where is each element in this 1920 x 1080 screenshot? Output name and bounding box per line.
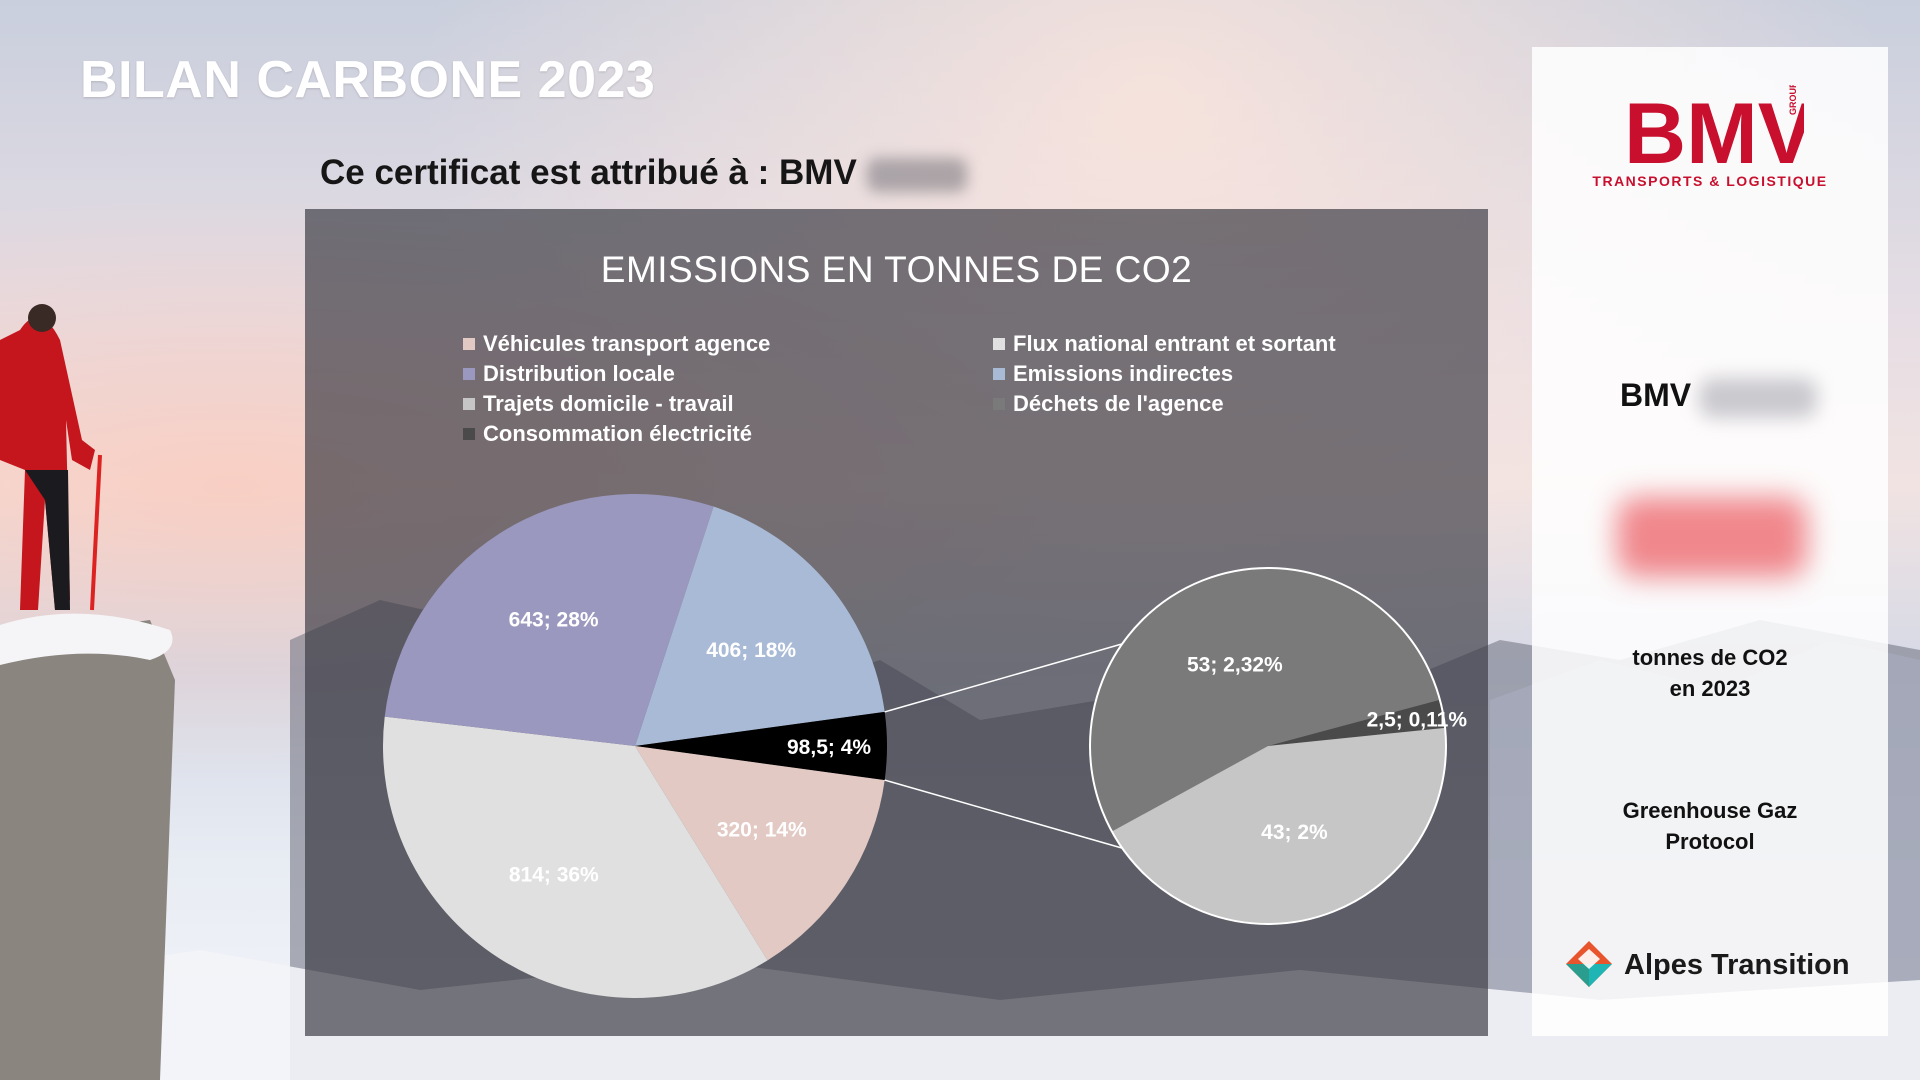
secondary-pie-outline: [1089, 567, 1447, 925]
redacted-total: [1617, 497, 1807, 577]
data-label: 53; 2,32%: [1187, 653, 1283, 676]
bmv-logo: BMV GROUPE: [1624, 85, 1804, 175]
data-label: 43; 2%: [1261, 821, 1328, 844]
legend-label: Distribution locale: [483, 361, 675, 386]
pie-slice: [1111, 727, 1446, 924]
legend-label: Trajets domicile - travail: [483, 391, 734, 416]
chart-title: EMISSIONS EN TONNES DE CO2: [600, 249, 1193, 290]
connector-line: [884, 779, 1123, 849]
data-label: 814; 36%: [509, 864, 599, 887]
tonnes-line-1: tonnes de CO2: [1632, 645, 1788, 670]
data-label: 406; 18%: [706, 639, 796, 662]
legend-label: Véhicules transport agence: [483, 331, 771, 356]
logo-small-text: GROUPE: [1788, 85, 1798, 115]
page-title: BILAN CARBONE 2023: [80, 51, 656, 109]
protocol-caption: Greenhouse Gaz Protocol: [1532, 795, 1888, 857]
legend-swatch: [463, 338, 475, 350]
side-panel: BMV GROUPE TRANSPORTS & LOGISTIQUE BMV t…: [1532, 47, 1888, 1036]
pie-slice: [635, 746, 885, 961]
tonnes-line-2: en 2023: [1669, 676, 1751, 701]
data-label: 2,5; 0,11%: [1367, 709, 1468, 732]
data-label: 643; 28%: [509, 609, 599, 632]
logo-text: BMV: [1624, 86, 1804, 175]
partner-logo: Alpes Transition: [1562, 937, 1882, 997]
logo-tagline: TRANSPORTS & LOGISTIQUE: [1592, 173, 1828, 189]
legend-swatch: [463, 368, 475, 380]
chart-panel: EMISSIONS EN TONNES DE CO2 Véhicules tra…: [305, 209, 1488, 1036]
tonnes-caption: tonnes de CO2 en 2023: [1532, 642, 1888, 704]
pie-slice: [635, 711, 888, 781]
partner-name: Alpes Transition: [1624, 949, 1850, 981]
legend-label: Déchets de l'agence: [1013, 391, 1224, 416]
legend-item: Emissions indirectes: [993, 361, 1233, 387]
legend-item: Flux national entrant et sortant: [993, 331, 1336, 357]
legend-label: Flux national entrant et sortant: [1013, 331, 1336, 356]
pie-slice: [635, 506, 885, 746]
legend-swatch: [463, 428, 475, 440]
pie-slice: [1090, 567, 1440, 832]
data-label: 98,5; 4%: [787, 736, 871, 759]
legend-swatch: [993, 398, 1005, 410]
pie-slice: [1268, 699, 1446, 746]
legend-label: Consommation électricité: [483, 421, 752, 446]
legend-label: Emissions indirectes: [1013, 361, 1234, 386]
client-name-line: BMV: [1620, 377, 1818, 418]
legend-item: Véhicules transport agence: [463, 331, 770, 357]
protocol-line-1: Greenhouse Gaz: [1622, 798, 1798, 823]
alpes-icon: [1566, 941, 1612, 987]
legend-swatch: [993, 338, 1005, 350]
legend-swatch: [993, 368, 1005, 380]
redacted-client: [1699, 377, 1818, 418]
pie-slice: [382, 716, 768, 999]
legend-item: Consommation électricité: [463, 421, 752, 447]
connector-line: [884, 643, 1123, 713]
client-name: BMV: [1620, 377, 1692, 413]
legend-swatch: [463, 398, 475, 410]
certificate-label: Ce certificat est attribué à : BMV: [320, 153, 857, 192]
legend-item: Distribution locale: [463, 361, 675, 387]
protocol-line-2: Protocol: [1665, 829, 1755, 854]
legend-item: Trajets domicile - travail: [463, 391, 734, 417]
legend-item: Déchets de l'agence: [993, 391, 1224, 417]
redacted-name: [866, 157, 967, 192]
pie-of-pie-chart: 406; 18% 98,5; 4% 320; 14% 814; 36% 643; 28%…: [382, 493, 1468, 999]
pie-slice: [384, 493, 714, 746]
certificate-line: Ce certificat est attribué à : BMV: [320, 153, 967, 193]
data-label: 320; 14%: [717, 818, 807, 841]
